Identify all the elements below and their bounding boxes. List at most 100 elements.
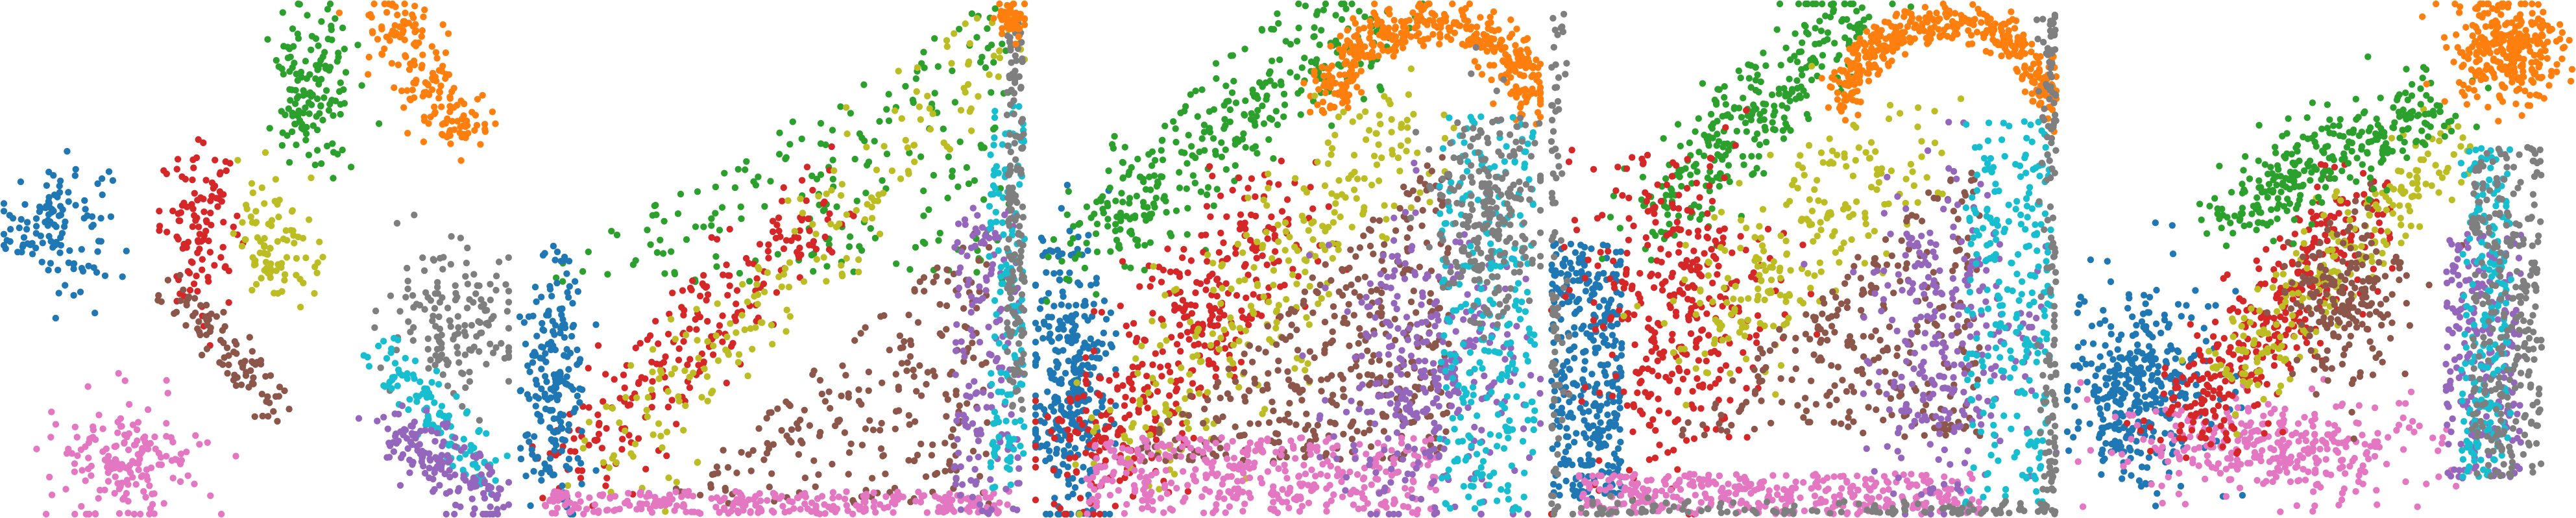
scatter-point — [1210, 106, 1218, 113]
scatter-point — [954, 436, 961, 443]
scatter-point — [428, 43, 435, 50]
scatter-point — [1058, 301, 1065, 308]
scatter-point — [258, 390, 265, 398]
scatter-point — [940, 125, 947, 132]
scatter-point — [810, 267, 817, 275]
scatter-point — [844, 507, 851, 514]
scatter-point — [454, 343, 461, 351]
scatter-point — [897, 175, 905, 182]
scatter-point — [1254, 106, 1261, 114]
scatter-point — [768, 321, 775, 328]
scatter-point — [1043, 269, 1050, 276]
scatter-point — [1209, 260, 1217, 267]
scatter-point — [1070, 367, 1077, 375]
scatter-point — [431, 486, 438, 493]
scatter-point — [290, 43, 297, 50]
scatter-point — [1142, 424, 1149, 431]
scatter-point — [1220, 239, 1227, 247]
scatter-point — [624, 402, 631, 409]
scatter-point — [1091, 210, 1098, 217]
scatter-point — [189, 223, 197, 230]
scatter-point — [431, 110, 438, 117]
scatter-point — [1044, 413, 1051, 421]
scatter-point — [460, 436, 467, 443]
scatter-point — [596, 419, 603, 427]
scatter-point — [616, 395, 624, 402]
scatter-point — [433, 345, 441, 353]
scatter-point — [1050, 408, 1058, 415]
scatter-point — [1093, 198, 1100, 206]
scatter-point — [461, 322, 468, 329]
scatter-point — [36, 208, 43, 216]
scatter-point — [1004, 348, 1011, 355]
scatter-point — [1014, 454, 1021, 462]
scatter-point — [186, 269, 193, 277]
scatter-point — [874, 197, 882, 204]
scatter-point — [1390, 53, 1397, 60]
scatter-point — [971, 465, 978, 473]
scatter-point — [1159, 136, 1166, 143]
scatter-point — [996, 47, 1003, 55]
scatter-point — [1006, 38, 1014, 45]
scatter-point — [1177, 332, 1184, 339]
scatter-point — [406, 396, 413, 403]
scatter-point — [1349, 118, 1356, 125]
scatter-point — [996, 316, 1003, 324]
scatter-point — [1249, 86, 1256, 93]
scatter-point — [578, 480, 585, 487]
scatter-point — [1335, 61, 1342, 68]
scatter-point — [418, 64, 425, 72]
scatter-point — [489, 108, 496, 116]
scatter-point — [554, 488, 561, 496]
scatter-point — [917, 116, 924, 123]
scatter-point — [1177, 376, 1184, 384]
scatter-point — [468, 495, 476, 502]
scatter-point — [315, 42, 322, 49]
scatter-point — [82, 206, 89, 213]
scatter-point — [1381, 34, 1389, 41]
scatter-point — [406, 95, 413, 103]
scatter-point — [631, 440, 639, 448]
scatter-point — [1414, 149, 1421, 156]
scatter-point — [1403, 234, 1411, 241]
scatter-point — [258, 275, 265, 282]
scatter-point — [768, 409, 775, 416]
scatter-point — [714, 357, 722, 364]
scatter-point — [921, 288, 928, 295]
scatter-point — [261, 200, 268, 207]
scatter-point — [456, 129, 463, 136]
scatter-point — [1015, 230, 1022, 237]
scatter-point — [1265, 298, 1272, 306]
scatter-point — [988, 220, 995, 228]
scatter-point — [1274, 121, 1282, 129]
scatter-point — [234, 212, 241, 219]
scatter-point — [1056, 277, 1063, 284]
scatter-point — [1230, 365, 1237, 372]
scatter-point — [882, 493, 890, 500]
scatter-point — [252, 219, 260, 226]
scatter-point — [311, 161, 319, 169]
scatter-point — [991, 184, 999, 191]
scatter-point — [861, 216, 869, 223]
scatter-point — [837, 103, 844, 110]
scatter-point — [115, 486, 123, 493]
scatter-point — [978, 53, 986, 61]
scatter-point — [1074, 409, 1082, 416]
scatter-point — [1260, 293, 1267, 301]
scatter-point — [1407, 65, 1415, 73]
scatter-point — [999, 25, 1006, 32]
scatter-point — [6, 238, 14, 245]
scatter-point — [1073, 301, 1080, 309]
scatter-point — [1289, 265, 1296, 273]
scatter-point — [286, 406, 293, 413]
scatter-point — [1256, 79, 1263, 86]
cluster-c5 — [672, 230, 993, 508]
scatter-point — [371, 324, 378, 331]
scatter-point — [892, 425, 899, 432]
scatter-point — [1018, 291, 1026, 298]
scatter-point — [895, 68, 902, 75]
scatter-point — [871, 234, 879, 241]
scatter-point — [1173, 401, 1180, 408]
scatter-point — [115, 510, 123, 517]
scatter-point — [256, 249, 263, 256]
